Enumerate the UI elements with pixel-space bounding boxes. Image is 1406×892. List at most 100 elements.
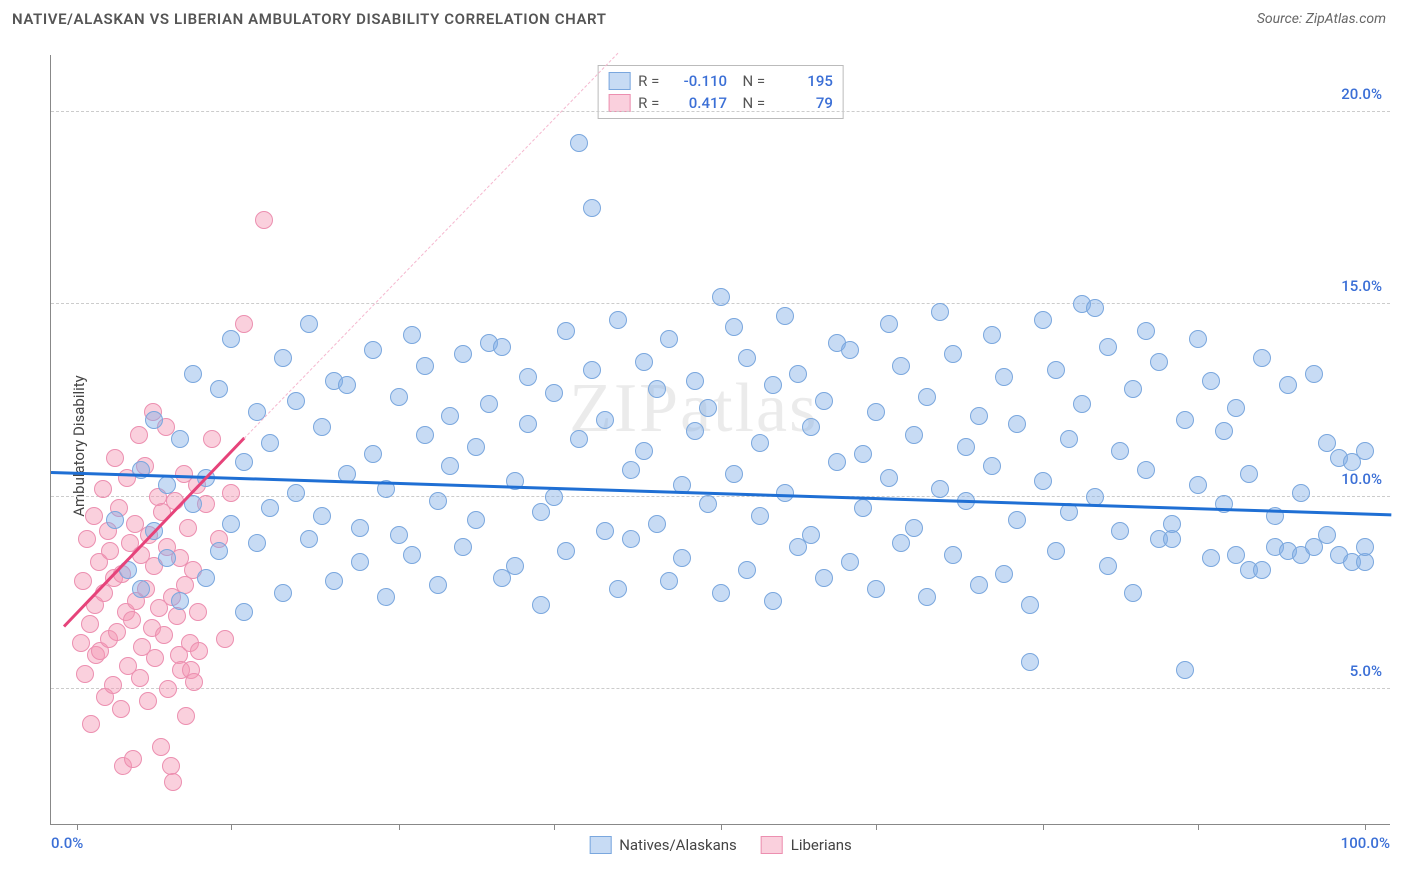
x-tick <box>1365 824 1366 830</box>
data-point <box>159 680 177 698</box>
data-point <box>313 418 331 436</box>
data-point <box>1008 415 1026 433</box>
data-point <box>699 495 717 513</box>
data-point <box>235 603 253 621</box>
data-point <box>738 349 756 367</box>
data-point <box>338 376 356 394</box>
chart-title: NATIVE/ALASKAN VS LIBERIAN AMBULATORY DI… <box>12 10 607 28</box>
data-point <box>557 542 575 560</box>
data-point <box>132 580 150 598</box>
data-point <box>222 515 240 533</box>
data-point <box>1111 442 1129 460</box>
data-point <box>261 434 279 452</box>
data-point <box>325 572 343 590</box>
data-point <box>1124 584 1142 602</box>
data-point <box>892 534 910 552</box>
data-point <box>300 315 318 333</box>
data-point <box>467 438 485 456</box>
data-point <box>1099 557 1117 575</box>
data-point <box>416 426 434 444</box>
data-point <box>416 357 434 375</box>
data-point <box>235 453 253 471</box>
data-point <box>480 395 498 413</box>
data-point <box>1215 422 1233 440</box>
data-point <box>880 315 898 333</box>
data-point <box>364 445 382 463</box>
data-point <box>532 596 550 614</box>
data-point <box>841 341 859 359</box>
data-point <box>210 380 228 398</box>
data-point <box>130 426 148 444</box>
data-point <box>660 572 678 590</box>
data-point <box>944 345 962 363</box>
data-point <box>106 449 124 467</box>
x-tick <box>876 824 877 830</box>
data-point <box>441 407 459 425</box>
data-point <box>570 134 588 152</box>
r-label: R = <box>638 72 663 90</box>
data-point <box>918 588 936 606</box>
data-point <box>429 492 447 510</box>
data-point <box>261 499 279 517</box>
data-point <box>1189 330 1207 348</box>
data-point <box>983 457 1001 475</box>
data-point <box>1111 522 1129 540</box>
data-point <box>583 199 601 217</box>
data-point <box>1163 515 1181 533</box>
data-point <box>179 519 197 537</box>
data-point <box>596 411 614 429</box>
n-value: 79 <box>777 94 833 112</box>
data-point <box>802 526 820 544</box>
data-point <box>210 542 228 560</box>
data-point <box>467 511 485 529</box>
data-point <box>152 738 170 756</box>
data-point <box>82 715 100 733</box>
data-point <box>970 576 988 594</box>
data-point <box>506 557 524 575</box>
data-point <box>918 388 936 406</box>
n-label: N = <box>735 72 769 90</box>
data-point <box>1253 561 1271 579</box>
data-point <box>1253 349 1271 367</box>
data-point <box>751 434 769 452</box>
data-point <box>287 392 305 410</box>
y-tick-label: 10.0% <box>1341 470 1382 488</box>
data-point <box>905 519 923 537</box>
data-point <box>403 546 421 564</box>
data-point <box>545 384 563 402</box>
scatter-chart: ZIPatlas R = -0.110 N = 195R = 0.417 N =… <box>50 55 1390 825</box>
data-point <box>931 303 949 321</box>
data-point <box>185 673 203 691</box>
data-point <box>1292 484 1310 502</box>
data-point <box>441 457 459 475</box>
data-point <box>1150 353 1168 371</box>
data-point <box>155 626 173 644</box>
data-point <box>493 338 511 356</box>
data-point <box>112 700 130 718</box>
data-point <box>313 507 331 525</box>
data-point <box>1202 549 1220 567</box>
data-point <box>1047 542 1065 560</box>
data-point <box>255 211 273 229</box>
data-point <box>957 438 975 456</box>
data-point <box>76 665 94 683</box>
data-point <box>776 484 794 502</box>
data-point <box>673 549 691 567</box>
data-point <box>1176 411 1194 429</box>
data-point <box>216 630 234 648</box>
legend-item: Liberians <box>761 836 852 854</box>
data-point <box>609 580 627 598</box>
y-tick-label: 5.0% <box>1350 662 1382 680</box>
data-point <box>776 307 794 325</box>
data-point <box>583 361 601 379</box>
data-point <box>1356 442 1374 460</box>
data-point <box>557 322 575 340</box>
gridline <box>51 496 1390 497</box>
data-point <box>1305 365 1323 383</box>
data-point <box>203 430 221 448</box>
data-point <box>789 365 807 383</box>
n-value: 195 <box>777 72 833 90</box>
data-point <box>1008 511 1026 529</box>
data-point <box>699 399 717 417</box>
data-point <box>177 707 195 725</box>
